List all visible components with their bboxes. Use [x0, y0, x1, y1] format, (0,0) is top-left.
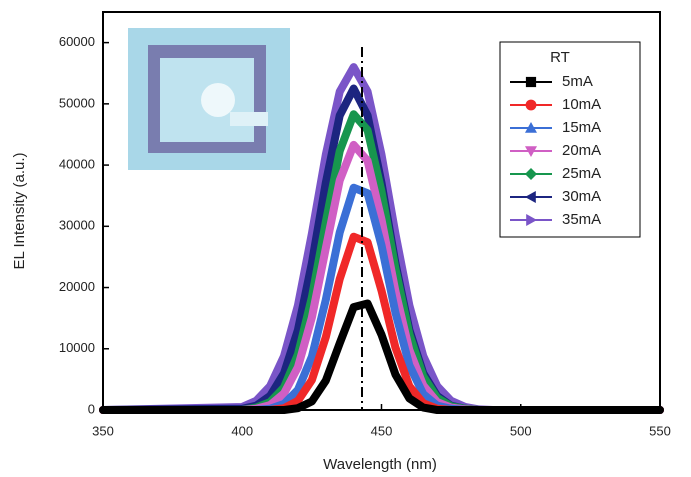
x-tick-label: 350	[92, 423, 114, 438]
legend: RT 5mA 10mA 15mA 20mA 25mA 30mA 35mA	[499, 41, 641, 238]
legend-marker	[525, 122, 537, 133]
plot-frame	[102, 11, 661, 411]
photo-spot	[201, 83, 235, 117]
legend-label: 15mA	[562, 119, 601, 136]
legend-marker	[525, 146, 537, 157]
x-axis-label: Wavelength (nm)	[323, 456, 437, 473]
legend-marker	[525, 191, 536, 203]
legend-marker	[526, 214, 537, 226]
legend-label: 20mA	[562, 142, 601, 159]
legend-title: RT	[550, 49, 570, 66]
photo-lead	[230, 112, 268, 126]
inset-photo	[128, 28, 290, 170]
legend-label: 5mA	[562, 73, 593, 90]
legend-label: 25mA	[562, 165, 601, 182]
legend-label: 10mA	[562, 96, 601, 113]
legend-marker	[525, 76, 537, 88]
x-tick-label: 550	[649, 423, 671, 438]
legend-label: 35mA	[562, 211, 601, 228]
legend-label: 30mA	[562, 188, 601, 205]
y-tick-label: 10000	[59, 340, 95, 355]
y-tick-label: 20000	[59, 279, 95, 294]
legend-marker	[525, 99, 537, 111]
y-tick-label: 40000	[59, 157, 95, 172]
y-tick-label: 30000	[59, 218, 95, 233]
x-tick-label: 450	[371, 423, 393, 438]
x-tick-label: 500	[510, 423, 532, 438]
y-tick-label: 50000	[59, 95, 95, 110]
legend-marker	[525, 168, 537, 180]
legend-box	[499, 41, 641, 238]
y-tick-label: 60000	[59, 34, 95, 49]
y-axis-label: EL Intensity (a.u.)	[11, 152, 28, 269]
x-tick-label: 400	[231, 423, 253, 438]
y-tick-label: 0	[88, 401, 95, 416]
